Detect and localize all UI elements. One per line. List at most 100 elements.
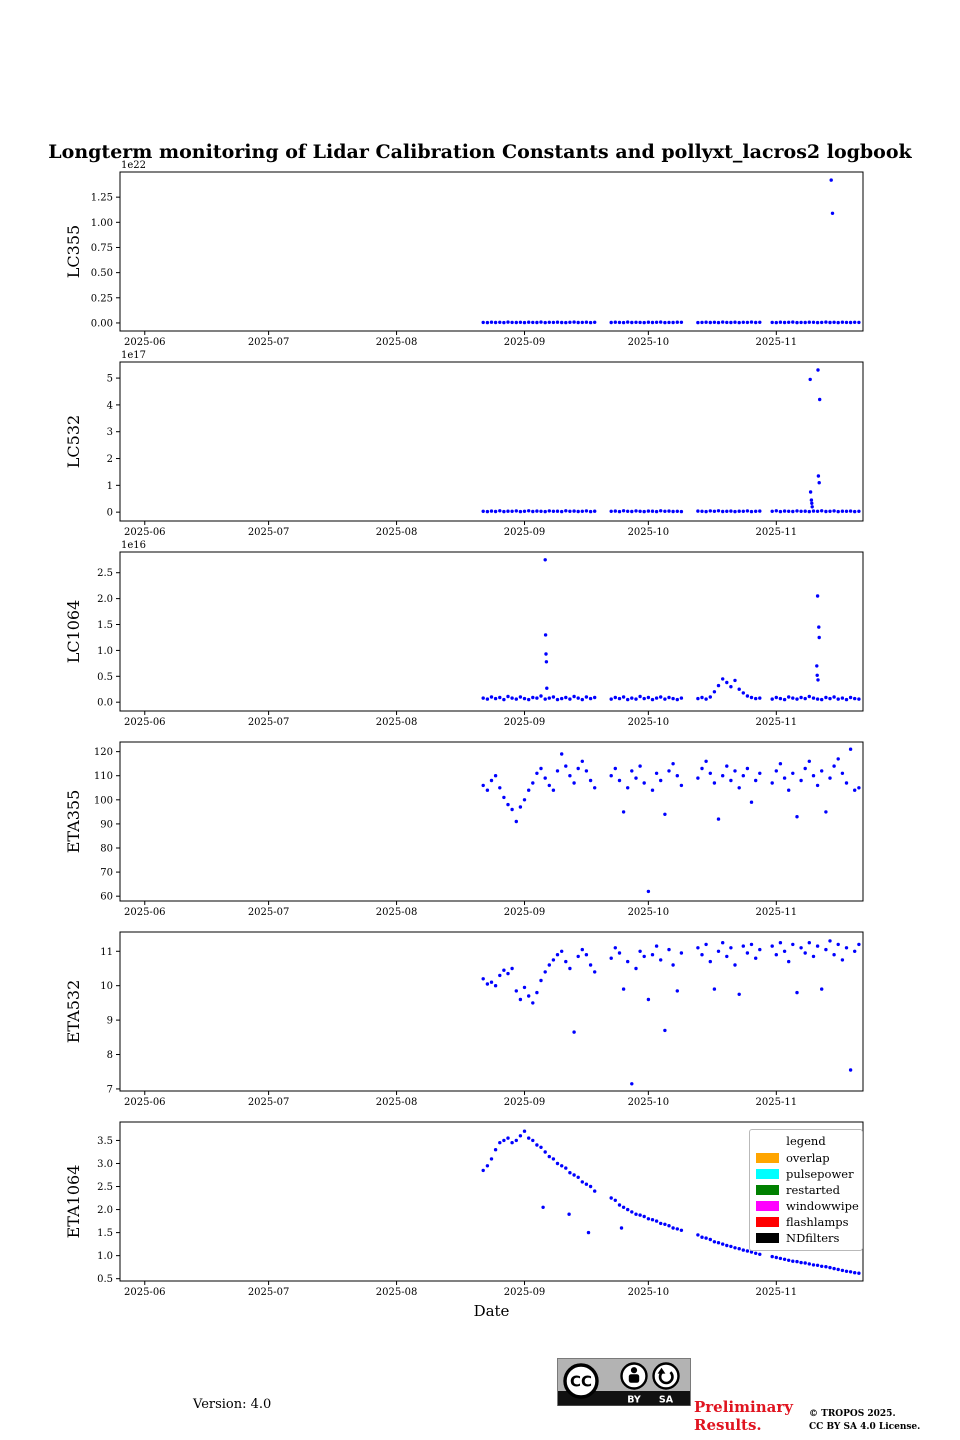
y-tick-label: 5 bbox=[107, 374, 113, 385]
x-tick-label: 2025-08 bbox=[376, 527, 418, 538]
x-tick-label: 2025-08 bbox=[376, 907, 418, 918]
x-tick-label: 2025-06 bbox=[124, 337, 166, 348]
plot-frame bbox=[119, 551, 864, 712]
y-tick-label: 1.0 bbox=[97, 1251, 113, 1262]
x-tick-label: 2025-09 bbox=[504, 717, 546, 728]
y-offset-label: 1e22 bbox=[121, 160, 146, 171]
legend-entry-NDfilters: NDfilters bbox=[750, 1230, 862, 1246]
y-tick-label: 110 bbox=[94, 771, 113, 782]
plot-frame bbox=[119, 931, 864, 1092]
preliminary-line1: Preliminary bbox=[694, 1398, 793, 1416]
y-tick-label: 0.5 bbox=[97, 672, 113, 683]
legend-entry-restarted: restarted bbox=[750, 1182, 862, 1198]
x-tick-label: 2025-10 bbox=[628, 337, 670, 348]
y-tick-label: 0 bbox=[107, 508, 113, 519]
y-tick-label: 0.00 bbox=[91, 318, 113, 329]
y-tick-label: 1.25 bbox=[91, 193, 113, 204]
x-tick-label: 2025-11 bbox=[756, 907, 798, 918]
preliminary-line2: Results. bbox=[694, 1416, 762, 1434]
x-tick-label: 2025-07 bbox=[248, 337, 290, 348]
x-tick-label: 2025-11 bbox=[756, 1287, 798, 1298]
cc-by-person-icon bbox=[620, 1362, 648, 1390]
copyright-text: © TROPOS 2025. CC BY SA 4.0 License. bbox=[809, 1408, 920, 1434]
x-tick-label: 2025-06 bbox=[124, 1287, 166, 1298]
y-axis-label: LC1064 bbox=[64, 600, 83, 664]
legend: legend overlap pulsepower restarted windoww… bbox=[749, 1129, 863, 1251]
legend-entry-label: restarted bbox=[786, 1183, 840, 1197]
x-tick-label: 2025-10 bbox=[628, 1097, 670, 1108]
y-tick-label: 2.5 bbox=[97, 568, 113, 579]
y-tick-label: 90 bbox=[100, 819, 113, 830]
y-axis-label: ETA355 bbox=[64, 790, 83, 854]
plot-frame bbox=[119, 171, 864, 332]
x-tick-label: 2025-11 bbox=[756, 1097, 798, 1108]
y-tick-label: 4 bbox=[107, 400, 113, 411]
cc-sa-arrow-icon bbox=[652, 1362, 680, 1390]
x-tick-label: 2025-10 bbox=[628, 1287, 670, 1298]
cc-by-label: BY bbox=[627, 1395, 641, 1406]
y-tick-label: 2 bbox=[107, 454, 113, 465]
x-tick-label: 2025-10 bbox=[628, 527, 670, 538]
preliminary-results-text: Preliminary Results. bbox=[694, 1398, 793, 1434]
y-tick-label: 7 bbox=[107, 1084, 113, 1095]
subplot-eta1064: 0.5 1.0 1.5 2.0 2.5 3.0 3.5 2025-06 2025-07 2025-… bbox=[64, 1121, 864, 1298]
y-tick-label: 10 bbox=[100, 981, 113, 992]
y-tick-label: 100 bbox=[94, 795, 113, 806]
scatter-points bbox=[481, 558, 861, 702]
x-tick-label: 2025-08 bbox=[376, 1287, 418, 1298]
x-tick-label: 2025-10 bbox=[628, 907, 670, 918]
scatter-points bbox=[481, 368, 861, 514]
y-axis-label: LC355 bbox=[64, 225, 83, 278]
pulsepower-swatch-icon bbox=[756, 1169, 779, 1179]
legend-entry-label: NDfilters bbox=[786, 1231, 840, 1245]
overlap-swatch-icon bbox=[756, 1153, 779, 1163]
version-text: Version: 4.0 bbox=[193, 1397, 272, 1412]
figure-title: Longterm monitoring of Lidar Calibration… bbox=[48, 141, 912, 163]
y-tick-label: 3.5 bbox=[97, 1136, 113, 1147]
legend-entry-flashlamps: flashlamps bbox=[750, 1214, 862, 1230]
x-tick-label: 2025-06 bbox=[124, 717, 166, 728]
x-tick-label: 2025-08 bbox=[376, 717, 418, 728]
cc-license-badge: CC BY SA bbox=[557, 1358, 691, 1406]
y-tick-label: 0.0 bbox=[97, 698, 113, 709]
x-tick-label: 2025-10 bbox=[628, 717, 670, 728]
y-tick-label: 11 bbox=[100, 947, 113, 958]
subplot-lc532: 0 1 2 3 4 5 2025-06 2025-07 2025-08 2025-09 2025-1… bbox=[64, 350, 864, 538]
x-tick-label: 2025-06 bbox=[124, 527, 166, 538]
scatter-points bbox=[481, 939, 861, 1086]
cc-logo-icon: CC bbox=[563, 1363, 599, 1399]
y-tick-label: 1.5 bbox=[97, 620, 113, 631]
x-tick-label: 2025-09 bbox=[504, 1097, 546, 1108]
scatter-points bbox=[481, 747, 861, 894]
cc-sa-label: SA bbox=[659, 1395, 674, 1406]
x-tick-label: 2025-11 bbox=[756, 337, 798, 348]
x-tick-label: 2025-11 bbox=[756, 717, 798, 728]
y-tick-label: 2.0 bbox=[97, 594, 113, 605]
y-tick-label: 1.5 bbox=[97, 1228, 113, 1239]
y-tick-label: 2.0 bbox=[97, 1205, 113, 1216]
x-tick-label: 2025-07 bbox=[248, 717, 290, 728]
legend-title: legend bbox=[786, 1134, 826, 1148]
y-tick-label: 0.75 bbox=[91, 243, 113, 254]
x-tick-label: 2025-07 bbox=[248, 1287, 290, 1298]
legend-entry-label: windowwipe bbox=[786, 1199, 859, 1213]
y-offset-label: 1e17 bbox=[121, 350, 146, 361]
x-tick-label: 2025-09 bbox=[504, 1287, 546, 1298]
legend-entry-overlap: overlap bbox=[750, 1150, 862, 1166]
x-tick-label: 2025-09 bbox=[504, 337, 546, 348]
x-tick-label: 2025-09 bbox=[504, 527, 546, 538]
x-tick-label: 2025-11 bbox=[756, 527, 798, 538]
y-tick-label: 3.0 bbox=[97, 1159, 113, 1170]
y-tick-label: 3 bbox=[107, 427, 113, 438]
x-tick-label: 2025-08 bbox=[376, 1097, 418, 1108]
x-axis-label: Date bbox=[473, 1302, 510, 1320]
y-tick-label: 9 bbox=[107, 1016, 113, 1027]
plot-frame bbox=[119, 741, 864, 902]
x-tick-label: 2025-07 bbox=[248, 1097, 290, 1108]
plot-frame bbox=[119, 1121, 864, 1282]
y-axis-label: ETA1064 bbox=[64, 1165, 83, 1239]
x-tick-label: 2025-07 bbox=[248, 527, 290, 538]
y-tick-label: 1 bbox=[107, 481, 113, 492]
copyright-line2: CC BY SA 4.0 License. bbox=[809, 1422, 921, 1432]
